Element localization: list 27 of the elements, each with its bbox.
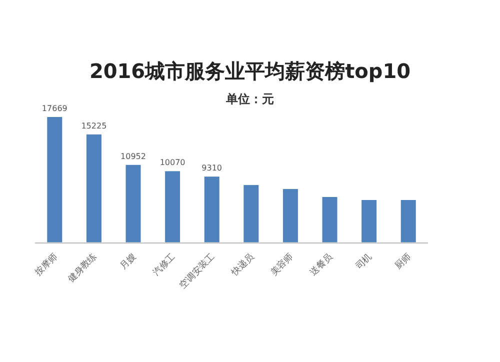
- bar: [400, 200, 416, 243]
- bar: [244, 185, 259, 243]
- x-tick-label: 月嫂: [118, 251, 138, 272]
- x-tick-label: 美容师: [268, 251, 296, 278]
- data-label: 10952: [120, 152, 146, 161]
- x-tick-label: 健身教练: [66, 251, 100, 285]
- chart-title: 2016城市服务业平均薪资榜top10: [89, 59, 411, 83]
- x-tick-label: 按摩师: [32, 251, 60, 278]
- chart-subtitle: 单位：元: [225, 92, 274, 106]
- x-tick-label: 厨师: [392, 251, 414, 272]
- x-tick-label: 快递员: [228, 251, 256, 279]
- x-tick-label: 送餐员: [308, 251, 335, 278]
- bar: [322, 197, 338, 243]
- data-label: 9310: [202, 164, 222, 173]
- data-label: 10070: [160, 158, 186, 168]
- x-tick-label: 空调安装工: [177, 251, 217, 291]
- bar: [86, 134, 102, 243]
- bar: [165, 171, 180, 243]
- data-label: 15225: [81, 121, 107, 130]
- bar: [362, 200, 377, 243]
- x-tick-label: 司机: [354, 251, 374, 272]
- bar: [47, 117, 62, 243]
- data-label: 17669: [42, 104, 68, 113]
- bar: [204, 176, 220, 243]
- bar: [282, 189, 298, 243]
- bar: [126, 164, 141, 243]
- x-tick-label: 汽修工: [150, 251, 178, 278]
